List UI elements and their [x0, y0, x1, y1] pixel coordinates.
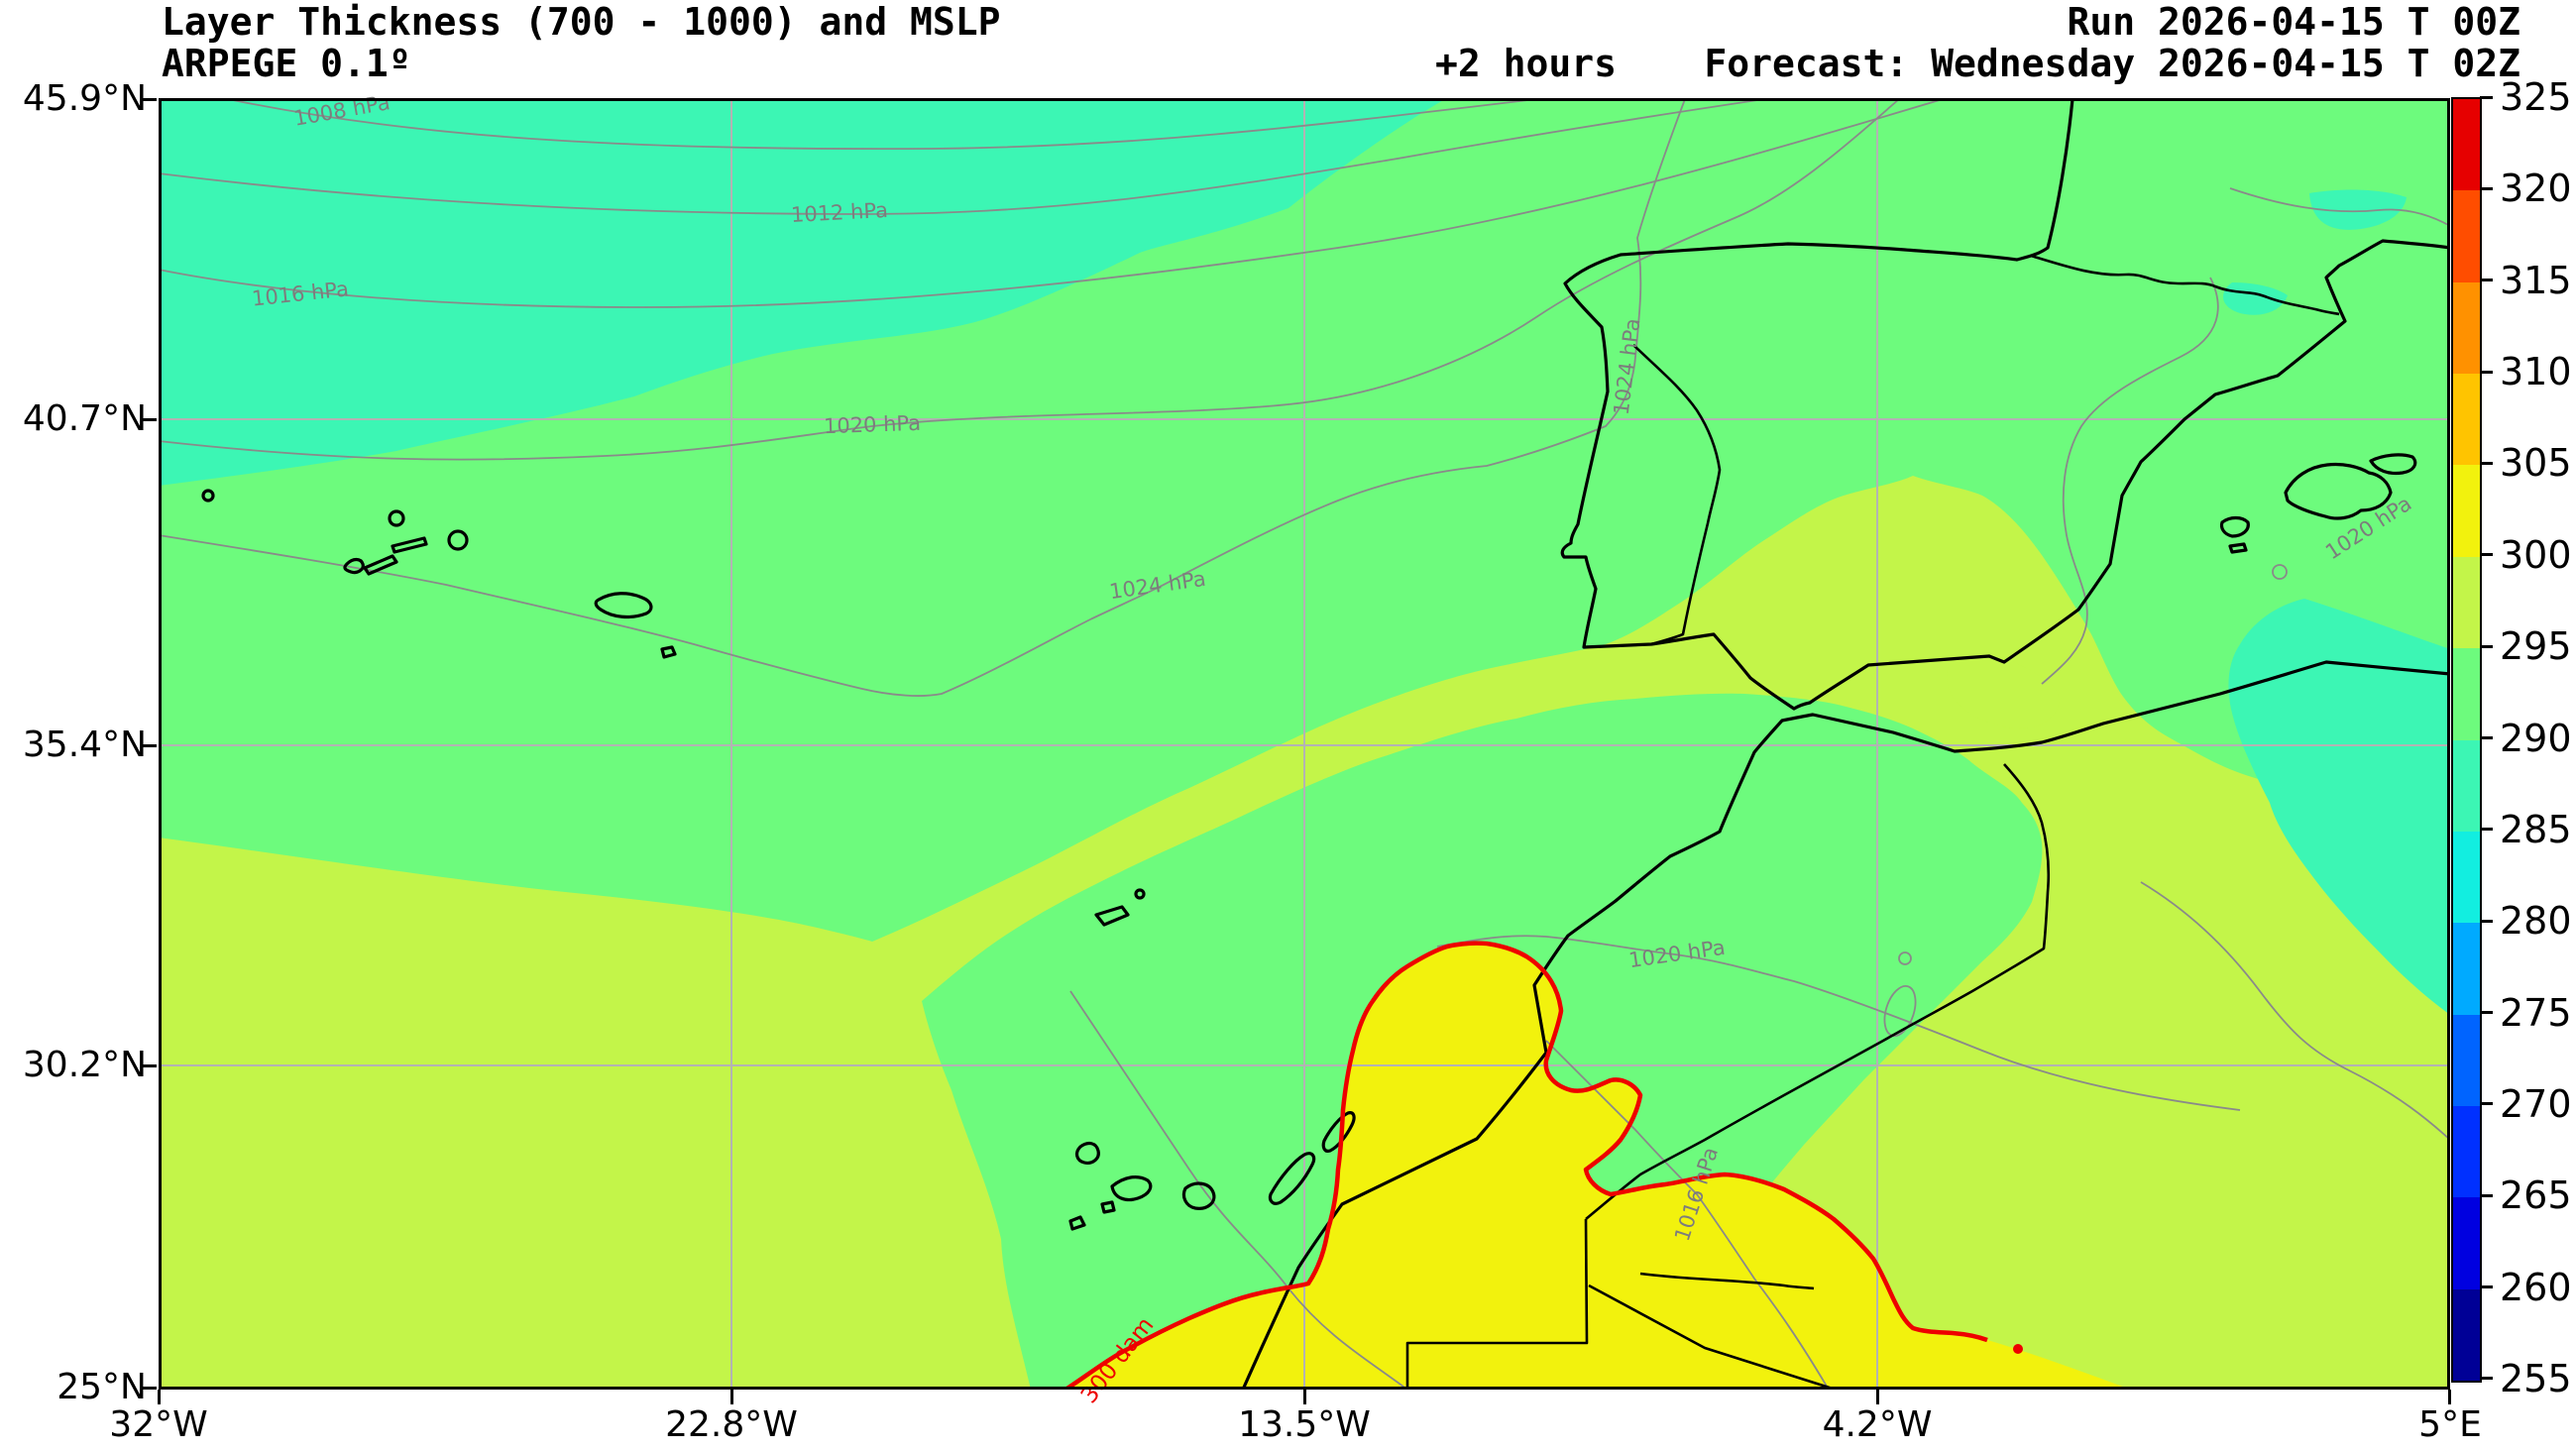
lat-tick: [142, 98, 157, 101]
map-svg: [158, 98, 2451, 1392]
lat-tick: [142, 744, 157, 747]
colorbar-tick: [2480, 553, 2493, 556]
border-lines: [1405, 254, 2340, 1392]
colorbar: [2451, 97, 2482, 1383]
lon-tick-label: 5°E: [2418, 1404, 2482, 1445]
model-label: ARPEGE 0.1º: [162, 42, 411, 85]
colorbar-tick: [2480, 1011, 2493, 1014]
forecast-label: Forecast: Wednesday 2026-04-15 T 02Z: [1704, 42, 2520, 85]
isobar-label: 1020 hPa: [823, 410, 922, 439]
colorbar-segment: [2453, 374, 2480, 466]
lon-tick: [2448, 1390, 2451, 1404]
colorbar-segment: [2453, 1288, 2480, 1382]
fill-turquoise-gulf-of-lion: [2309, 189, 2407, 230]
colorbar-tick: [2480, 1377, 2493, 1380]
colorbar-tick: [2480, 462, 2493, 465]
colorbar-segment: [2453, 465, 2480, 557]
colorbar-tick: [2480, 96, 2493, 99]
lon-tick-label: 32°W: [109, 1404, 208, 1445]
colorbar-tick-label: 290: [2500, 717, 2572, 760]
colorbar-tick: [2480, 1102, 2493, 1105]
fill-yellow-sahara: [1065, 943, 2131, 1390]
colorbar-tick-label: 295: [2500, 624, 2572, 668]
colorbar-tick-label: 280: [2500, 899, 2572, 943]
fill-turquoise-northwest: [159, 98, 1447, 486]
lat-tick-label: 45.9°N: [22, 78, 147, 119]
coastline: [201, 98, 2451, 1391]
isobar-lines: [158, 98, 2451, 1391]
page-title: Layer Thickness (700 - 1000) and MSLP: [162, 0, 1001, 44]
colorbar-tick: [2480, 645, 2493, 648]
lon-tick-label: 22.8°W: [665, 1404, 798, 1445]
colorbar-tick: [2480, 1194, 2493, 1197]
fill-greenyellow-se-spain: [1947, 650, 2060, 728]
lat-tick: [142, 1387, 157, 1390]
colorbar-tick: [2480, 736, 2493, 739]
colorbar-tick-label: 320: [2500, 167, 2572, 210]
colorbar-segment: [2453, 556, 2480, 649]
fill-turquoise-mediterranean: [2228, 599, 2450, 1015]
colorbar-tick: [2480, 371, 2493, 374]
lat-tick-label: 40.7°N: [22, 398, 147, 439]
colorbar-tick-label: 300: [2500, 533, 2572, 577]
colorbar-segment: [2453, 190, 2480, 282]
colorbar-tick-label: 285: [2500, 808, 2572, 851]
colorbar-segment: [2453, 1197, 2480, 1289]
lon-tick: [1876, 1390, 1879, 1404]
colorbar-tick: [2480, 1285, 2493, 1288]
colorbar-tick-label: 315: [2500, 259, 2572, 302]
isobar-label: 1012 hPa: [790, 197, 889, 228]
colorbar-tick-label: 265: [2500, 1173, 2572, 1217]
lat-tick-label: 30.2°N: [22, 1045, 147, 1085]
colorbar-segment: [2453, 281, 2480, 375]
colorbar-segment: [2453, 923, 2480, 1015]
lat-tick: [142, 418, 157, 421]
colorbar-segment: [2453, 1105, 2480, 1198]
colorbar-tick-label: 275: [2500, 991, 2572, 1035]
colorbar-segment: [2453, 99, 2480, 191]
lat-tick-label: 25°N: [56, 1367, 147, 1407]
colorbar-tick: [2480, 279, 2493, 281]
lon-tick-label: 13.5°W: [1238, 1404, 1371, 1445]
colorbar-tick-label: 325: [2500, 75, 2572, 119]
lead-time-label: +2 hours: [1435, 42, 1618, 85]
lat-tick-label: 35.4°N: [22, 725, 147, 765]
colorbar-segment: [2453, 1014, 2480, 1106]
lon-tick: [1303, 1390, 1306, 1404]
colorbar-segment: [2453, 648, 2480, 740]
colorbar-tick-label: 310: [2500, 350, 2572, 393]
graticule: [159, 98, 2450, 1390]
colorbar-tick-label: 305: [2500, 441, 2572, 485]
lat-tick: [142, 1064, 157, 1067]
map-canvas: 1008 hPa 1012 hPa 1016 hPa 1020 hPa 1024…: [158, 90, 2451, 1408]
lon-tick: [158, 1390, 161, 1404]
colorbar-tick-label: 270: [2500, 1082, 2572, 1126]
lon-tick-label: 4.2°W: [1822, 1404, 1933, 1445]
colorbar-tick: [2480, 920, 2493, 923]
colorbar-segment: [2453, 739, 2480, 832]
colorbar-tick: [2480, 828, 2493, 831]
colorbar-tick-label: 260: [2500, 1266, 2572, 1309]
colorbar-tick-label: 255: [2500, 1357, 2572, 1400]
colorbar-tick: [2480, 187, 2493, 190]
thickness-contour-300dam: [1064, 941, 2023, 1392]
lon-tick: [730, 1390, 733, 1404]
colorbar-segment: [2453, 831, 2480, 924]
run-label: Run 2026-04-15 T 00Z: [2067, 0, 2520, 44]
